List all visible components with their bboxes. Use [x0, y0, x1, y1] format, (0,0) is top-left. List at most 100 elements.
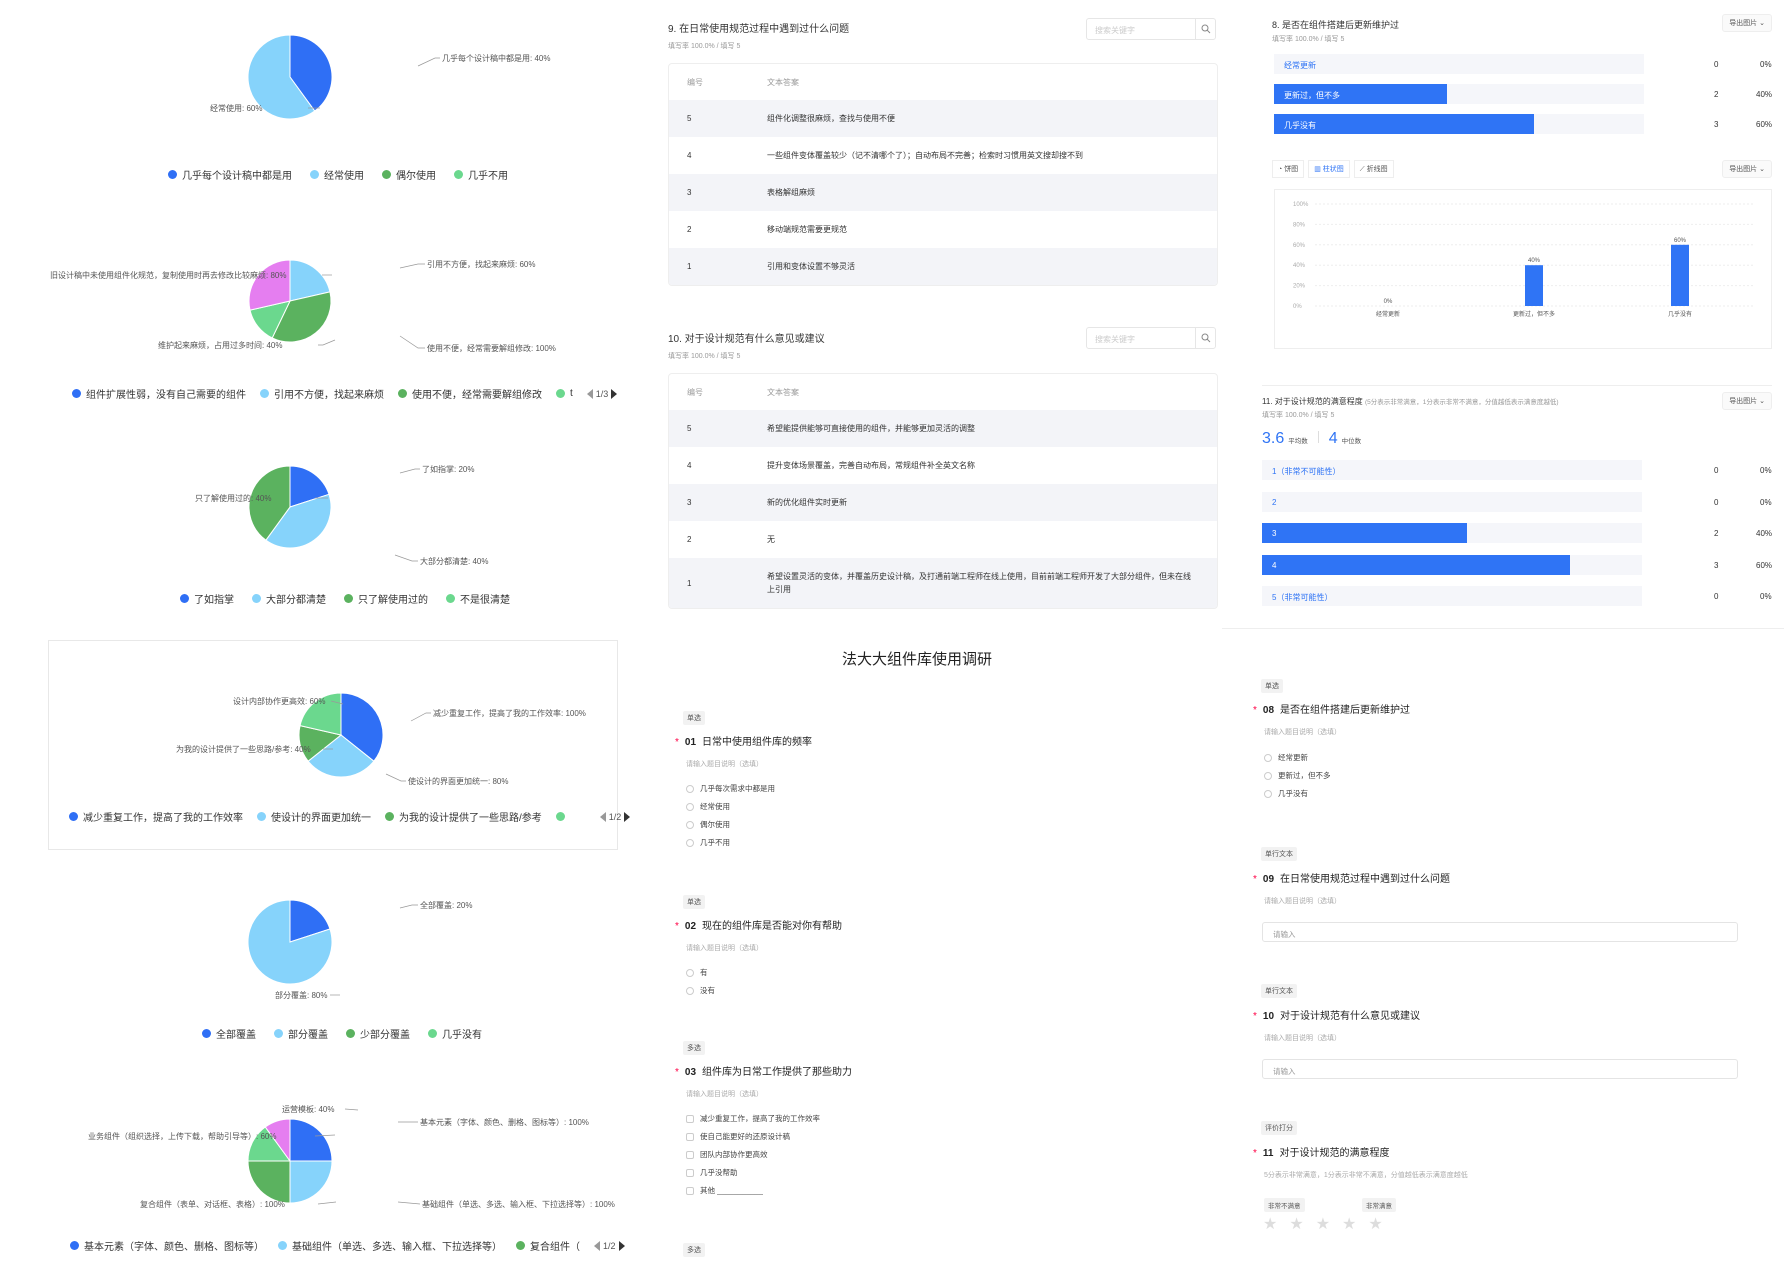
checkbox-icon[interactable] [686, 1132, 694, 1141]
next-page-icon[interactable] [611, 388, 618, 399]
q1-option[interactable]: 经常使用 [686, 801, 730, 812]
pie-slice[interactable] [247, 899, 333, 985]
pie-slice[interactable] [248, 259, 291, 311]
legend-item[interactable]: 了如指掌 [180, 591, 234, 606]
pie-slice[interactable] [307, 734, 375, 778]
checkbox-icon[interactable] [686, 1168, 694, 1177]
legend-item[interactable]: 经常使用 [310, 167, 364, 182]
q10-search-input[interactable]: 搜索关键字 [1086, 327, 1216, 349]
radio-icon[interactable] [686, 784, 694, 793]
legend-item[interactable]: 少部分覆盖 [346, 1026, 410, 1041]
star-icon[interactable]: ★ [1315, 1216, 1331, 1233]
legend-item[interactable]: 使设计的界面更加统一 [257, 809, 371, 824]
pie-slice[interactable] [289, 899, 331, 943]
legend-item[interactable]: 全部覆盖 [202, 1026, 256, 1041]
q9-text-input[interactable]: 请输入 [1262, 922, 1738, 942]
pie-slice[interactable] [289, 259, 331, 302]
radio-icon[interactable] [1264, 753, 1272, 762]
legend-item[interactable]: 使用不便，经常需要解组修改 [398, 386, 542, 401]
search-icon[interactable] [1195, 19, 1215, 39]
q8-option[interactable]: 更新过，但不多 [1264, 770, 1331, 781]
q8-option[interactable]: 几乎没有 [1264, 788, 1308, 799]
export-image-button[interactable]: 导出图片 ⌄ [1722, 14, 1772, 32]
export-image-button[interactable]: 导出图片 ⌄ [1722, 392, 1772, 410]
legend-item[interactable]: 几乎没有 [428, 1026, 482, 1041]
q1-option[interactable]: 几乎不用 [686, 837, 730, 848]
q3-option[interactable]: 团队内部协作更高效 [686, 1149, 768, 1160]
legend-item[interactable]: 部分覆盖 [274, 1026, 328, 1041]
pie-slice[interactable] [289, 34, 333, 112]
legend-item[interactable]: 几乎每个设计稿中都是用 [168, 167, 292, 182]
pie-slice[interactable] [248, 465, 291, 541]
prev-page-icon[interactable] [586, 388, 593, 399]
pie-5-label-0: 全部覆盖: 20% [420, 900, 472, 910]
legend-item[interactable]: t [556, 388, 573, 399]
legend-item[interactable]: 为我的设计提供了一些思路/参考 [385, 809, 542, 824]
q8-option[interactable]: 经常更新 [1264, 752, 1308, 763]
legend-item[interactable]: 只了解使用过的 [344, 591, 428, 606]
legend-pager[interactable]: 1/2 [599, 811, 631, 822]
pie-slice[interactable] [265, 493, 332, 549]
prev-page-icon[interactable] [594, 1240, 600, 1251]
bar[interactable] [1671, 244, 1689, 306]
checkbox-icon[interactable] [686, 1114, 694, 1123]
legend-item[interactable]: 基本元素（字体、颜色、删格、图标等） [70, 1238, 264, 1253]
q10-text-input[interactable]: 请输入 [1262, 1059, 1738, 1079]
tab-bar-chart[interactable]: ▥ 柱状图 [1308, 160, 1350, 178]
q9-search-input[interactable]: 搜索关键字 [1086, 18, 1216, 40]
star-icon[interactable]: ★ [1263, 1216, 1278, 1233]
pie-slice[interactable] [299, 692, 342, 736]
pie-slice[interactable] [271, 291, 332, 343]
export-chart-button[interactable]: 导出图片 ⌄ [1722, 160, 1772, 178]
pie-slice[interactable] [340, 692, 384, 762]
legend-item[interactable]: 组件扩展性弱，没有自己需要的组件 [72, 386, 246, 401]
bar[interactable] [1525, 265, 1543, 306]
radio-icon[interactable] [1264, 771, 1272, 780]
radio-icon[interactable] [686, 820, 694, 829]
pie-slice[interactable] [289, 1160, 333, 1204]
legend-item[interactable]: 复合组件（ [516, 1238, 580, 1253]
legend-item[interactable]: 几乎不用 [454, 167, 508, 182]
prev-page-icon[interactable] [599, 811, 606, 822]
legend-item[interactable]: 不是很清楚 [446, 591, 510, 606]
q1-option[interactable]: 偶尔使用 [686, 819, 730, 830]
q2-option[interactable]: 有 [686, 967, 708, 978]
pie-slice[interactable] [289, 1118, 333, 1162]
next-page-icon[interactable] [624, 811, 631, 822]
legend-item[interactable]: 大部分都清楚 [252, 591, 326, 606]
bar-value-label: 0% [1384, 299, 1393, 305]
pie-slice[interactable] [289, 465, 330, 508]
legend-item[interactable]: 偶尔使用 [382, 167, 436, 182]
legend-item[interactable]: 基础组件（单选、多选、输入框、下拉选择等） [278, 1238, 502, 1253]
legend-pager[interactable]: 1/2 [594, 1240, 625, 1251]
pie-chart-6: 基本元素（字体、颜色、删格、图标等）: 100% 基础组件（单选、多选、输入框、… [40, 1100, 625, 1260]
legend-item[interactable]: 减少重复工作，提高了我的工作效率 [69, 809, 243, 824]
q1-option[interactable]: 几乎每次需求中都是用 [686, 783, 775, 794]
checkbox-icon[interactable] [686, 1186, 694, 1195]
star-icon[interactable]: ★ [1342, 1216, 1357, 1233]
pie-slice[interactable] [264, 1118, 291, 1163]
radio-icon[interactable] [686, 838, 694, 847]
tab-pie-chart[interactable]: ◔ 饼图 [1272, 160, 1305, 178]
star-icon[interactable]: ★ [1368, 1216, 1383, 1233]
checkbox-icon[interactable] [686, 1150, 694, 1159]
radio-icon[interactable] [686, 986, 694, 995]
pie-slice[interactable] [247, 34, 316, 120]
next-page-icon[interactable] [618, 1240, 625, 1251]
q2-option[interactable]: 没有 [686, 985, 715, 996]
legend-item[interactable] [555, 812, 570, 821]
legend-pager[interactable]: 1/3 [586, 388, 618, 399]
table-row: 3 表格解组麻烦 [669, 174, 1217, 211]
radio-icon[interactable] [686, 968, 694, 977]
search-icon[interactable] [1195, 328, 1215, 348]
q3-option[interactable]: 减少重复工作，提高了我的工作效率 [686, 1113, 820, 1124]
legend-item[interactable]: 引用不方便，找起来麻烦 [260, 386, 384, 401]
radio-icon[interactable] [686, 802, 694, 811]
star-icon[interactable]: ★ [1289, 1216, 1304, 1233]
radio-icon[interactable] [1264, 789, 1272, 798]
q3-option[interactable]: 几乎没帮助 [686, 1167, 738, 1178]
tab-line-chart[interactable]: ⟋ 折线图 [1353, 160, 1394, 178]
q3-option[interactable]: 其他 ___________ [686, 1185, 763, 1196]
q3-option[interactable]: 使自己能更好的还原设计稿 [686, 1131, 790, 1142]
pie-slice[interactable] [247, 1160, 291, 1204]
